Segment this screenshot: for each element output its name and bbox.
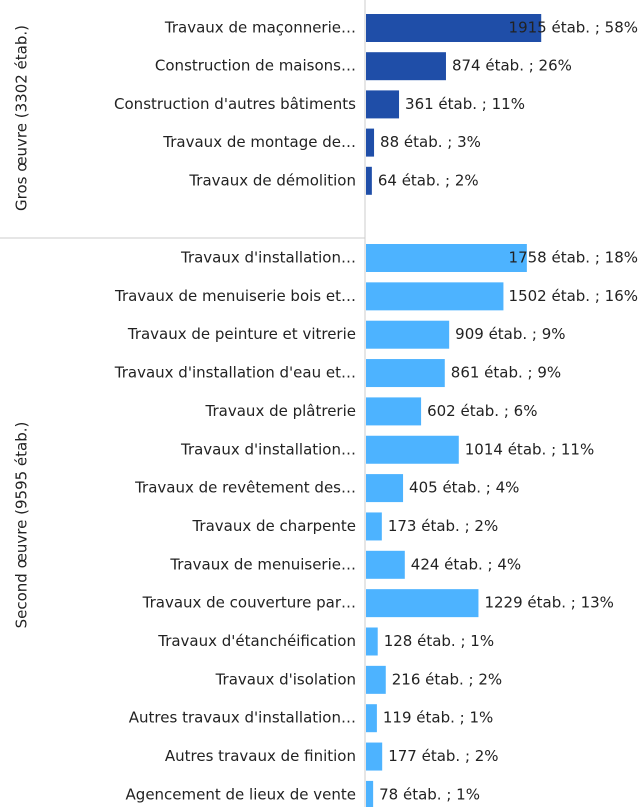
value-label: 861 étab. ; 9% [451, 364, 561, 382]
category-label: Travaux d'installation… [180, 249, 356, 267]
value-label: 128 étab. ; 1% [384, 632, 494, 650]
category-label: Travaux de peinture et vitrerie [127, 325, 356, 343]
category-label: Travaux de plâtrerie [205, 402, 356, 420]
group-label: Gros œuvre (3302 étab.) [13, 25, 31, 211]
category-label: Travaux d'étanchéification [157, 632, 356, 650]
category-label: Travaux de montage de… [162, 133, 356, 151]
bar [366, 704, 377, 733]
bar [366, 90, 400, 119]
bar [366, 589, 479, 618]
value-label: 173 étab. ; 2% [388, 517, 498, 535]
bar [366, 320, 450, 349]
value-label: 602 étab. ; 6% [427, 402, 537, 420]
category-label: Travaux de menuiserie bois et… [114, 287, 356, 305]
category-label: Agencement de lieux de vente [126, 785, 356, 803]
value-label: 1014 étab. ; 11% [465, 440, 594, 458]
bar [366, 627, 378, 656]
value-label: 874 étab. ; 26% [452, 57, 572, 75]
group-label: Second œuvre (9595 étab.) [13, 422, 31, 629]
value-label: 361 étab. ; 11% [405, 95, 525, 113]
category-label: Travaux d'installation… [180, 440, 356, 458]
category-label: Autres travaux d'installation… [129, 709, 356, 727]
category-label: Travaux de charpente [191, 517, 356, 535]
value-label: 405 étab. ; 4% [409, 479, 519, 497]
category-label: Autres travaux de finition [165, 747, 356, 765]
bar [366, 474, 404, 503]
value-label: 78 étab. ; 1% [379, 785, 480, 803]
value-label: 424 étab. ; 4% [411, 555, 521, 573]
bar [366, 244, 527, 272]
bar [366, 780, 374, 807]
value-label: 1915 étab. ; 58% [509, 19, 638, 37]
value-label: 1758 étab. ; 18% [509, 249, 638, 267]
bar [366, 166, 372, 195]
bar [366, 359, 445, 388]
bar [366, 550, 405, 579]
bar [366, 128, 375, 157]
category-label: Travaux d'installation d'eau et… [114, 364, 356, 382]
category-label: Travaux de démolition [188, 171, 356, 189]
value-label: 177 étab. ; 2% [388, 747, 498, 765]
value-label: 1229 étab. ; 13% [484, 594, 613, 612]
bar [366, 665, 386, 694]
bar [366, 397, 422, 426]
category-label: Travaux de menuiserie… [169, 555, 356, 573]
category-label: Travaux de revêtement des… [134, 479, 356, 497]
category-label: Travaux de couverture par… [142, 594, 356, 612]
category-label: Travaux d'isolation [215, 670, 356, 688]
bar [366, 742, 383, 771]
value-label: 64 étab. ; 2% [378, 171, 479, 189]
bar [366, 282, 504, 311]
value-label: 216 étab. ; 2% [392, 670, 502, 688]
value-label: 909 étab. ; 9% [455, 325, 565, 343]
bar [366, 52, 446, 81]
category-label: Construction de maisons… [155, 57, 356, 75]
value-label: 88 étab. ; 3% [380, 133, 481, 151]
category-label: Travaux de maçonnerie… [164, 19, 356, 37]
bar [366, 435, 459, 464]
value-label: 1502 étab. ; 16% [509, 287, 638, 305]
value-label: 119 étab. ; 1% [383, 709, 493, 727]
bar [366, 512, 382, 541]
category-label: Construction d'autres bâtiments [114, 95, 356, 113]
bar [366, 14, 542, 42]
